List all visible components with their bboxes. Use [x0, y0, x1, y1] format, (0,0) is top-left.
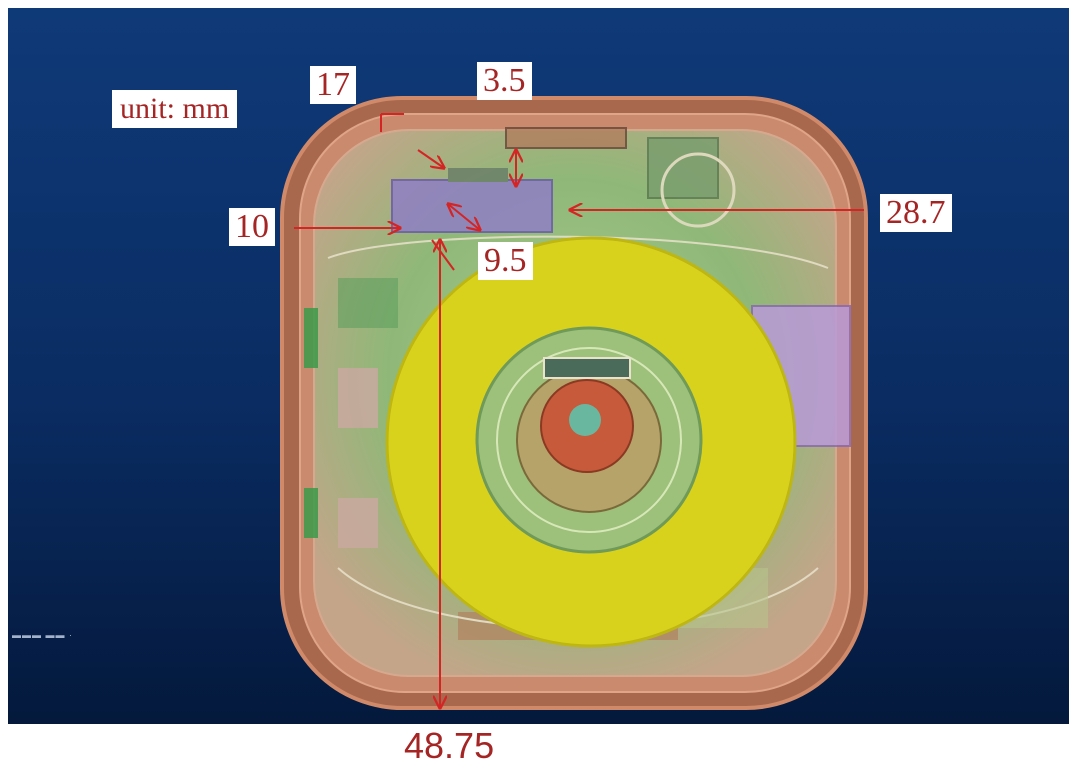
dimension-label-48-75: 48.75 — [404, 725, 495, 766]
cad-viewport[interactable] — [8, 8, 1069, 724]
dimension-label-28-7: 28.7 — [880, 194, 952, 232]
unit-label: unit: mm — [112, 90, 238, 128]
dimension-label-10: 10 — [229, 208, 275, 246]
cad-render — [8, 8, 1069, 724]
dimension-lines — [294, 113, 864, 708]
dimension-label-3-5: 3.5 — [477, 62, 532, 100]
viewport-scale-indicator: ▬▬▬ ▬▬ · — [12, 630, 73, 640]
dimension-label-9-5: 9.5 — [478, 242, 533, 280]
dimension-label-17: 17 — [310, 66, 356, 104]
